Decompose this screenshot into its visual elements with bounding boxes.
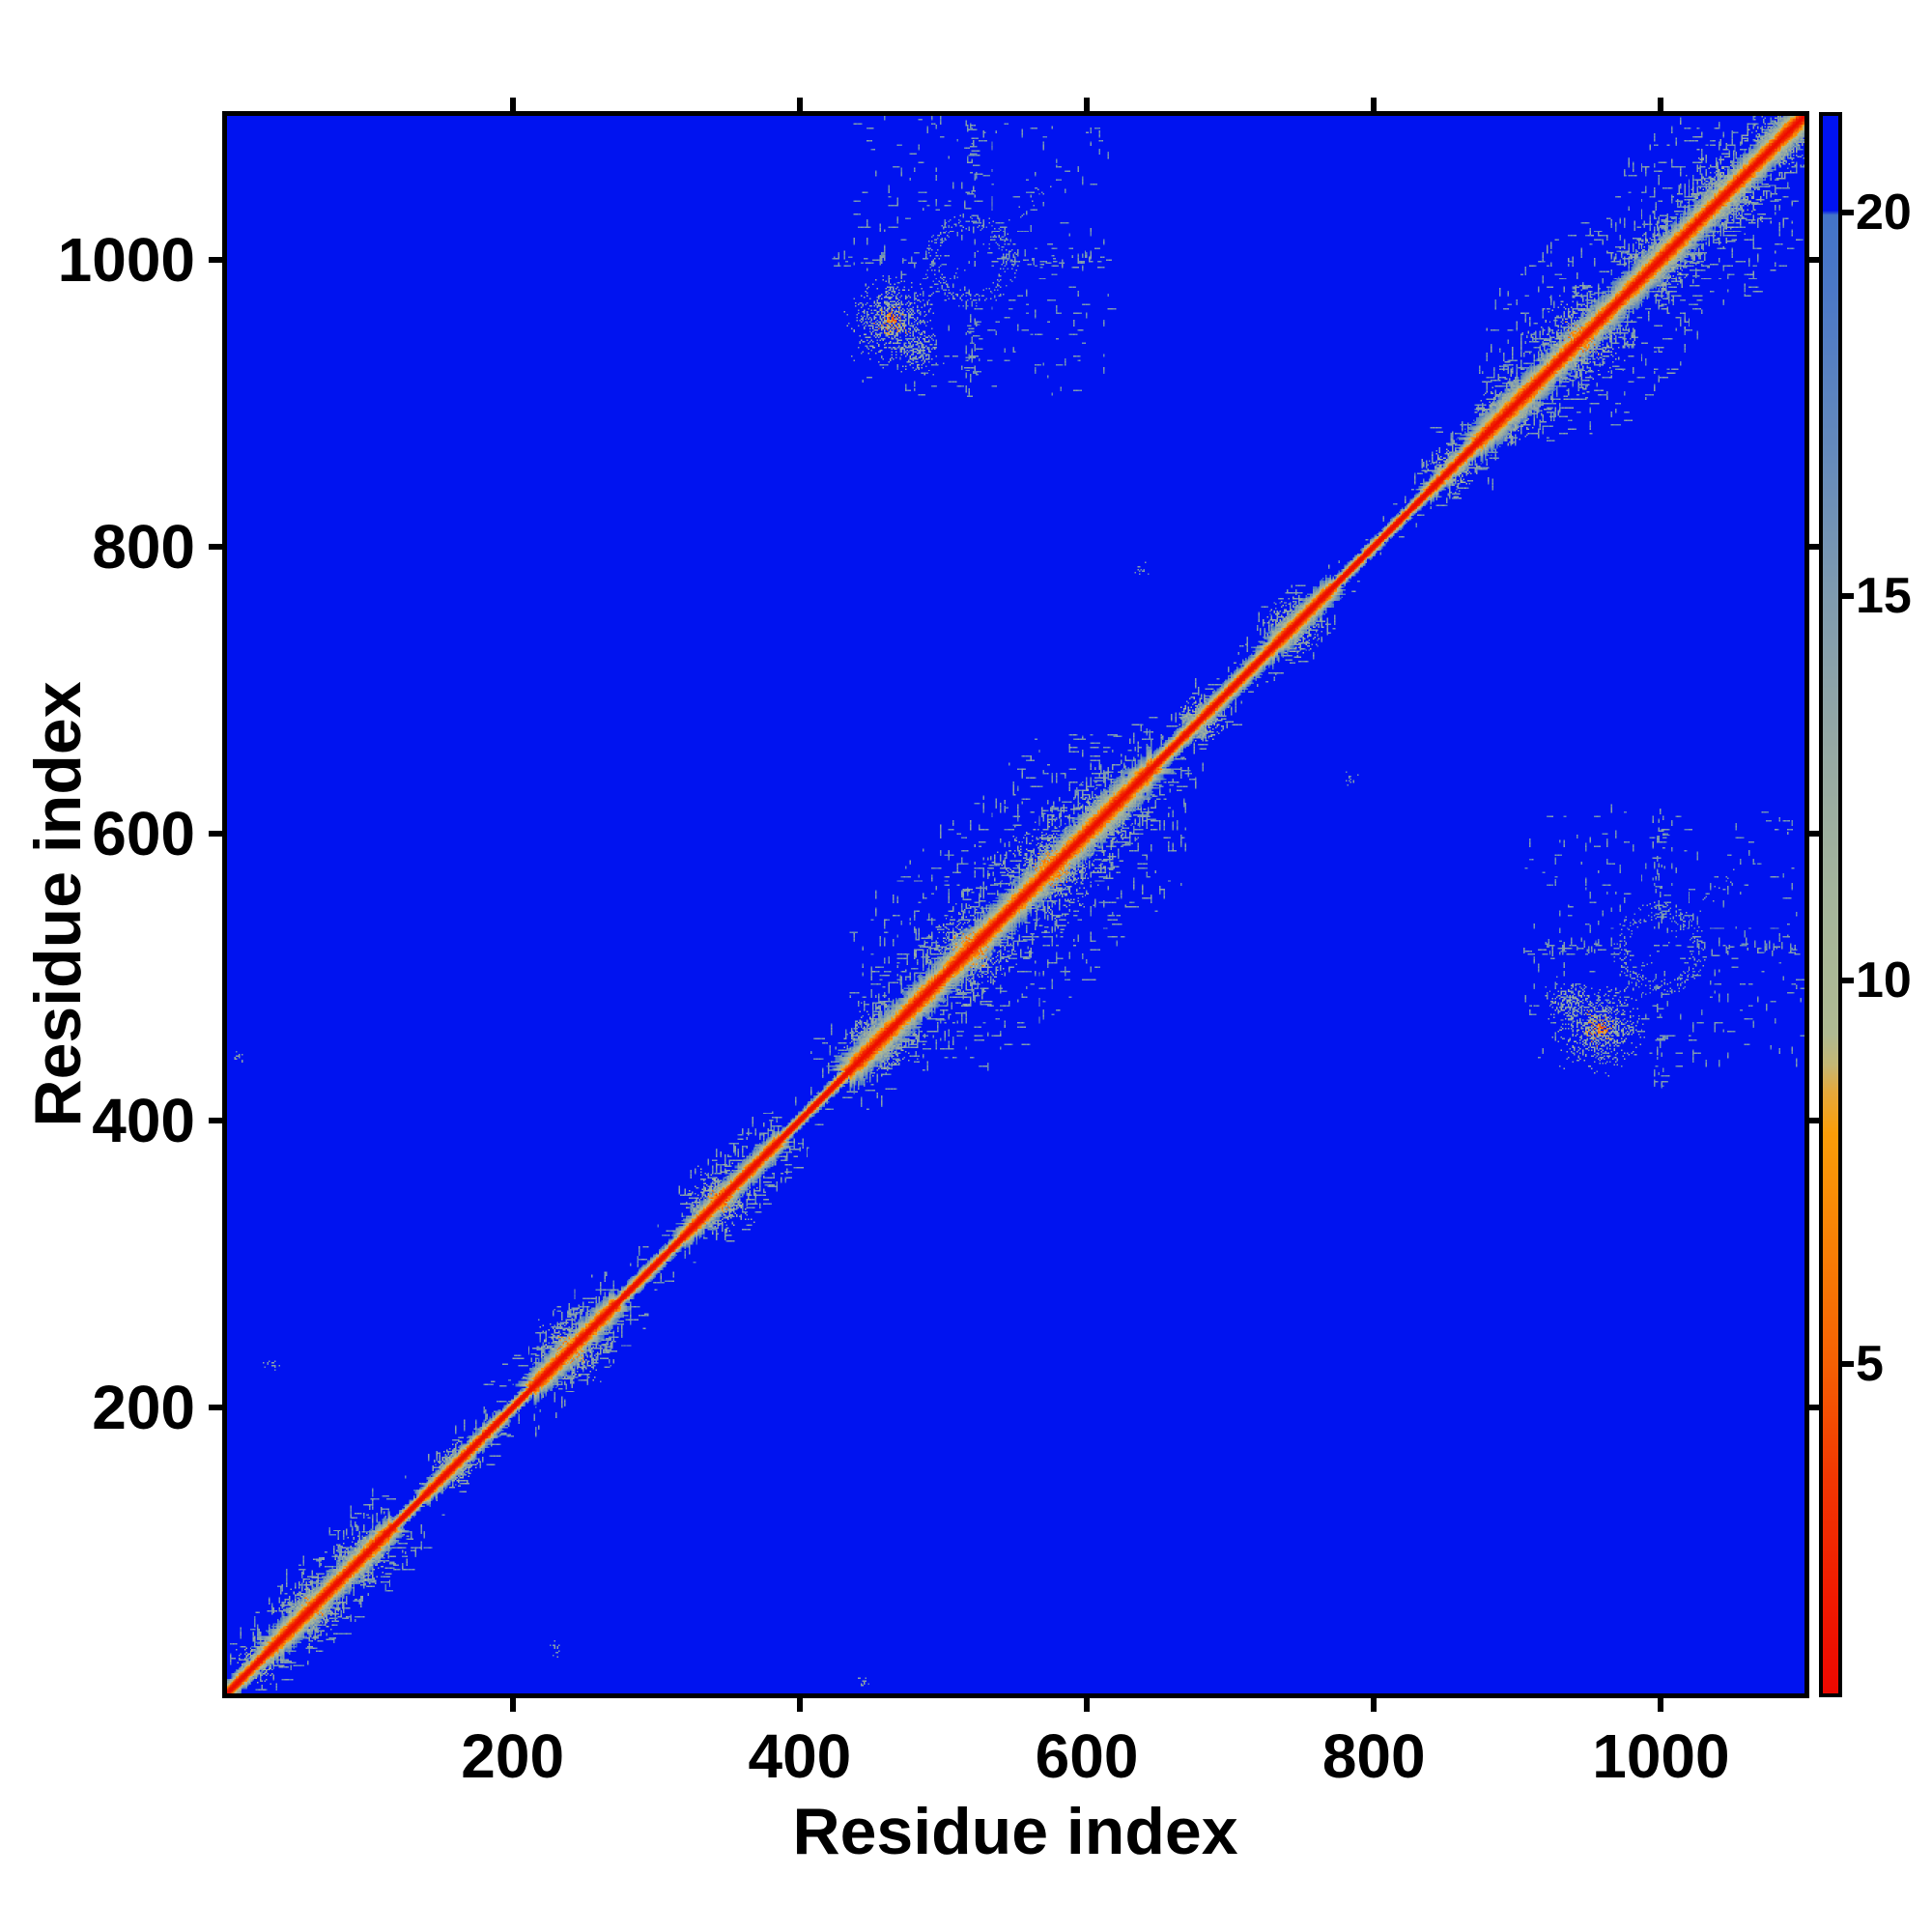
x-tick-bottom xyxy=(509,1698,516,1712)
x-tick-top xyxy=(1084,98,1091,111)
y-axis-title: Residue index xyxy=(21,681,95,1127)
colorbar-tick-label: 20 xyxy=(1856,185,1912,242)
y-tick-left xyxy=(209,543,222,550)
y-tick-left xyxy=(209,830,222,837)
x-tick-bottom xyxy=(1658,1698,1664,1712)
x-tick-top xyxy=(1658,98,1664,111)
y-tick-right xyxy=(1809,256,1823,263)
colorbar-tick-label: 10 xyxy=(1856,952,1912,1009)
y-tick-left xyxy=(209,1118,222,1124)
colorbar-gradient xyxy=(1823,116,1838,1693)
x-tick-label: 600 xyxy=(1035,1721,1139,1791)
colorbar-tick xyxy=(1842,210,1854,216)
y-tick-right xyxy=(1809,543,1823,550)
x-tick-label: 400 xyxy=(748,1721,852,1791)
colorbar-tick xyxy=(1842,977,1854,983)
x-tick-label: 1000 xyxy=(1592,1721,1730,1791)
y-tick-label: 200 xyxy=(92,1373,195,1443)
y-tick-label: 600 xyxy=(92,798,195,868)
y-tick-right xyxy=(1809,1118,1823,1124)
x-tick-bottom xyxy=(796,1698,803,1712)
colorbar-tick-label: 15 xyxy=(1856,568,1912,625)
colorbar-tick-label: 5 xyxy=(1856,1336,1884,1393)
x-axis-title: Residue index xyxy=(792,1795,1238,1868)
x-tick-top xyxy=(796,98,803,111)
distance-matrix-heatmap xyxy=(227,116,1804,1693)
x-tick-label: 800 xyxy=(1321,1721,1426,1791)
y-tick-label: 800 xyxy=(92,511,195,582)
y-tick-right xyxy=(1809,830,1823,837)
colorbar-tick xyxy=(1842,593,1854,600)
y-tick-left xyxy=(209,256,222,263)
y-tick-label: 1000 xyxy=(57,224,195,295)
y-tick-left xyxy=(209,1405,222,1411)
y-tick-right xyxy=(1809,1405,1823,1411)
x-tick-top xyxy=(1371,98,1378,111)
x-tick-bottom xyxy=(1371,1698,1378,1712)
x-tick-label: 200 xyxy=(461,1721,565,1791)
x-tick-bottom xyxy=(1084,1698,1091,1712)
y-tick-label: 400 xyxy=(92,1086,195,1156)
colorbar xyxy=(1819,112,1842,1697)
x-tick-top xyxy=(509,98,516,111)
colorbar-tick xyxy=(1842,1361,1854,1368)
